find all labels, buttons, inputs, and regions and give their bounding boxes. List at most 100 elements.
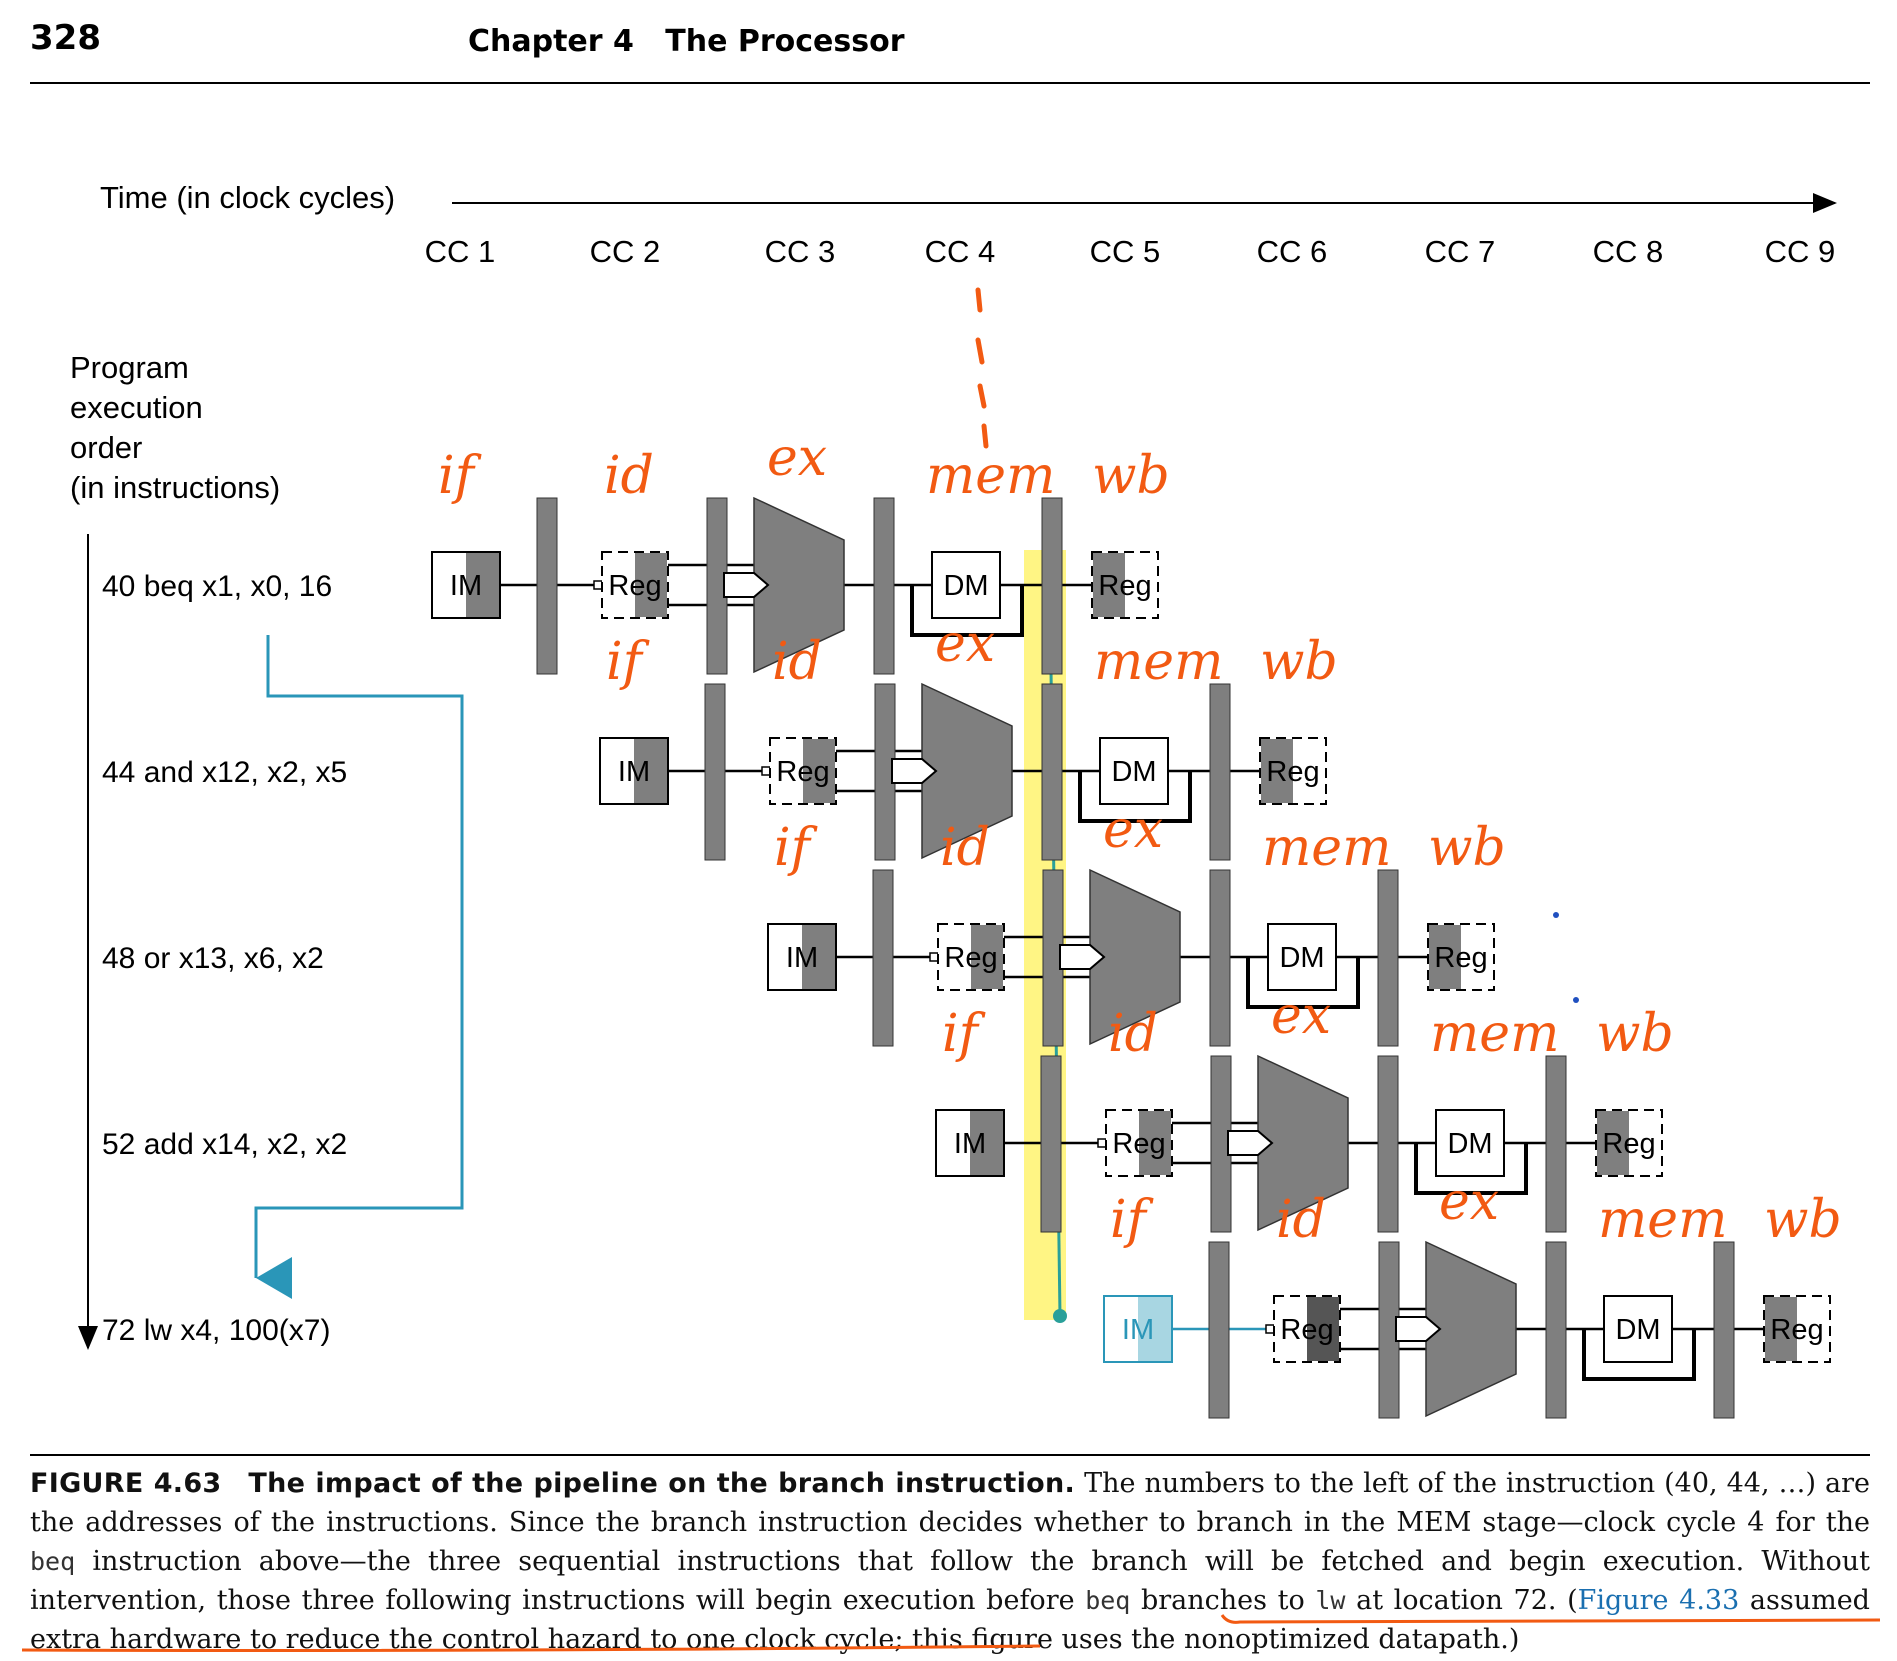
pipeline-register xyxy=(1041,497,1063,675)
annotation-if: if xyxy=(774,818,818,878)
pipeline-row: 52 add x14, x2, x2 IM Reg DM Reg xyxy=(102,1054,1663,1233)
annotation-mem: mem xyxy=(1430,1004,1559,1064)
wb-shade xyxy=(1093,553,1125,617)
im-box: IM xyxy=(935,1109,1005,1177)
stray-dot xyxy=(1553,912,1559,918)
branch-target-dot-bottom xyxy=(1053,1309,1067,1323)
reg-write-box: Reg xyxy=(1595,1109,1663,1177)
reg-port xyxy=(1265,1324,1275,1334)
reg-label: Reg xyxy=(776,756,829,788)
reg-write-box: Reg xyxy=(1091,551,1159,619)
mem-stage-marker xyxy=(975,287,989,449)
pipeline-register xyxy=(536,497,558,675)
im-box: IM xyxy=(599,737,669,805)
caption-underline xyxy=(1220,1614,1881,1624)
dm-label: DM xyxy=(943,570,988,602)
pipeline-row: 72 lw x4, 100(x7) IM Reg DM Reg xyxy=(102,1240,1831,1419)
annotation-mem: mem xyxy=(1094,632,1223,692)
chapter-heading: Chapter 4 The Processor xyxy=(468,24,905,59)
wb-shade xyxy=(1429,925,1461,989)
stray-dot xyxy=(1573,997,1579,1003)
reg-label: Reg xyxy=(1280,1314,1333,1346)
clock-cycle-label: CC 5 xyxy=(1090,234,1161,269)
clock-cycle-label: CC 9 xyxy=(1765,234,1836,269)
figure-title: The impact of the pipeline on the branch… xyxy=(248,1468,1076,1499)
dm-box: DM xyxy=(1267,923,1337,991)
reg-read-box: Reg xyxy=(1265,1295,1341,1363)
reg-read-box: Reg xyxy=(929,923,1005,991)
branch-arrow xyxy=(254,635,464,1299)
pipeline-register xyxy=(1377,869,1399,1047)
annotation-mem: mem xyxy=(1262,818,1391,878)
reg-shade xyxy=(1307,1297,1339,1361)
code-beq: beq xyxy=(30,1547,76,1576)
im-shade xyxy=(970,1111,1003,1175)
annotation-wb: wb xyxy=(1260,632,1338,692)
wb-label: Reg xyxy=(1770,1314,1823,1346)
annotation-if: if xyxy=(438,446,482,506)
pipeline-register xyxy=(1377,1055,1399,1233)
im-label: IM xyxy=(618,756,650,788)
reg-read-box: Reg xyxy=(593,551,669,619)
im-shade xyxy=(802,925,835,989)
pipeline-register xyxy=(1545,1241,1567,1419)
wb-shade xyxy=(1261,739,1293,803)
reg-write-box: Reg xyxy=(1427,923,1495,991)
pipeline-register xyxy=(1713,1241,1735,1419)
annotation-ex: ex xyxy=(1271,986,1331,1046)
pipeline-register xyxy=(704,683,726,861)
dm-frame xyxy=(1435,1109,1505,1177)
reg-port xyxy=(761,766,771,776)
annotation-id: id xyxy=(1108,1004,1158,1064)
page-number: 328 xyxy=(30,18,101,58)
annotation-id: id xyxy=(940,818,990,878)
dm-label: DM xyxy=(1447,1128,1492,1160)
im-label: IM xyxy=(450,570,482,602)
wb-label: Reg xyxy=(1266,756,1319,788)
caption-underline-2 xyxy=(21,1644,1041,1652)
pipeline-register xyxy=(872,869,894,1047)
annotation-wb: wb xyxy=(1764,1190,1842,1250)
alu-input-arrow xyxy=(1059,944,1106,970)
time-axis-label: Time (in clock cycles) xyxy=(100,180,395,215)
pipeline-register xyxy=(873,497,895,675)
wb-label: Reg xyxy=(1602,1128,1655,1160)
dm-frame xyxy=(1099,737,1169,805)
im-box: IM xyxy=(1103,1295,1173,1363)
caption-text: at location 72. ( xyxy=(1356,1585,1578,1616)
clock-cycle-label: CC 7 xyxy=(1425,234,1496,269)
chapter-title: The Processor xyxy=(665,24,905,59)
annotation-id: id xyxy=(604,446,654,506)
annotation-wb: wb xyxy=(1428,818,1506,878)
pipeline-row: 40 beq x1, x0, 16 IM Reg DM Reg xyxy=(102,496,1159,675)
annotation-wb: wb xyxy=(1092,446,1170,506)
reg-port xyxy=(929,952,939,962)
wire xyxy=(910,585,1024,637)
annotation-ex: ex xyxy=(1103,800,1163,860)
annotation-mem: mem xyxy=(926,446,1055,506)
reg-shade xyxy=(635,553,667,617)
clock-cycle-labels: CC 1 CC 2 CC 3 CC 4 CC 5 CC 6 CC 7 CC 8 CC 9 xyxy=(425,234,1836,269)
caption-text: branches to xyxy=(1140,1585,1305,1616)
dm-box: DM xyxy=(931,551,1001,619)
dm-label: DM xyxy=(1279,942,1324,974)
im-label: IM xyxy=(786,942,818,974)
alu-input-arrow xyxy=(891,758,938,784)
instruction-label: 52 add x14, x2, x2 xyxy=(102,1128,347,1161)
dm-box: DM xyxy=(1435,1109,1505,1177)
im-shade xyxy=(466,553,499,617)
caption-rule xyxy=(30,1454,1870,1456)
clock-cycle-label: CC 1 xyxy=(425,234,496,269)
reg-label: Reg xyxy=(944,942,997,974)
clock-cycle-label: CC 6 xyxy=(1257,234,1328,269)
wire xyxy=(1078,771,1192,823)
alu-input-arrow xyxy=(1395,1316,1442,1342)
reg-read-box: Reg xyxy=(1097,1109,1173,1177)
annotation-wb: wb xyxy=(1596,1004,1674,1064)
reg-label: Reg xyxy=(608,570,661,602)
figure-link[interactable]: Figure 4.33 xyxy=(1577,1585,1740,1616)
im-label: IM xyxy=(1122,1314,1154,1346)
im-box: IM xyxy=(767,923,837,991)
